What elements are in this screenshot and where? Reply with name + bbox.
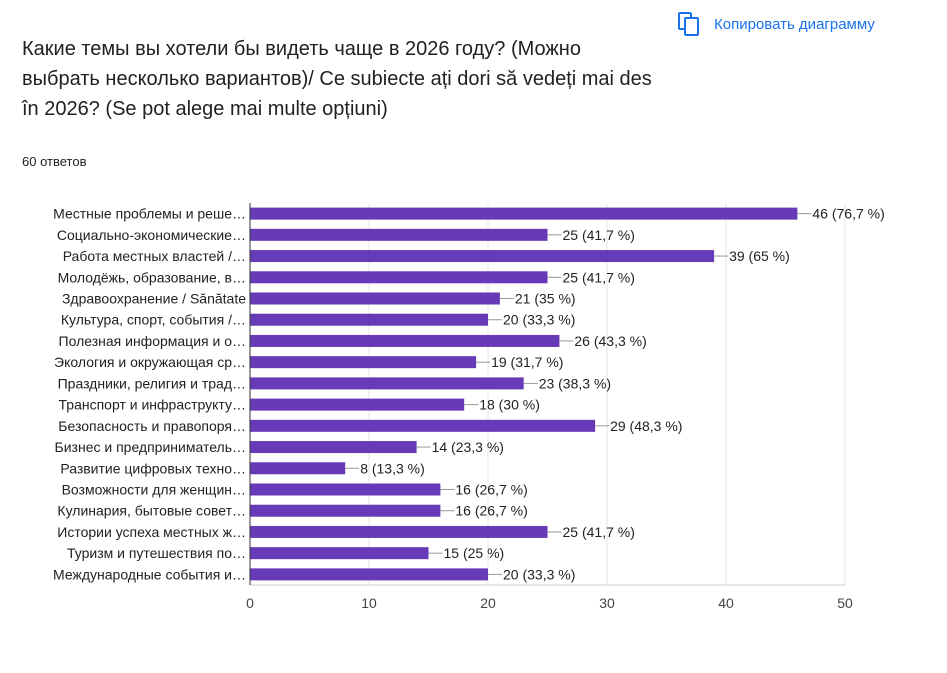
copy-chart-button[interactable]: Копировать диаграмму	[678, 12, 875, 36]
x-tick-label: 20	[480, 595, 496, 611]
data-label: 15 (25 %)	[444, 545, 505, 561]
data-label: 25 (41,7 %)	[563, 227, 635, 243]
data-label: 25 (41,7 %)	[563, 524, 635, 540]
category-label: Международные события и…	[53, 566, 246, 582]
x-tick-label: 30	[599, 595, 615, 611]
bar	[250, 419, 596, 432]
category-label: Местные проблемы и реше…	[53, 206, 246, 222]
data-label: 14 (23,3 %)	[432, 439, 504, 455]
category-label: Истории успеха местных ж…	[57, 524, 246, 540]
bar	[250, 483, 441, 496]
category-label: Культура, спорт, события /…	[61, 312, 246, 328]
data-label: 16 (26,7 %)	[455, 503, 527, 519]
copy-chart-label: Копировать диаграмму	[714, 15, 875, 33]
category-label: Транспорт и инфраструкту…	[59, 397, 246, 413]
category-label: Туризм и путешествия по…	[67, 545, 246, 561]
data-label: 39 (65 %)	[729, 248, 790, 264]
bar	[250, 271, 548, 284]
category-label: Праздники, религия и трад…	[58, 375, 246, 391]
category-label: Развитие цифровых техно…	[60, 460, 246, 476]
data-label: 18 (30 %)	[479, 397, 540, 413]
category-label: Молодёжь, образование, в…	[58, 269, 246, 285]
bar	[250, 462, 346, 475]
copy-icon	[678, 12, 699, 36]
category-label: Бизнес и предприниматель…	[55, 439, 246, 455]
question-title: Какие темы вы хотели бы видеть чаще в 20…	[22, 38, 652, 120]
category-label: Кулинария, бытовые совет…	[57, 503, 246, 519]
bar	[250, 250, 715, 263]
category-label: Социально-экономические…	[57, 227, 246, 243]
bar	[250, 334, 560, 347]
x-tick-label: 0	[246, 595, 254, 611]
data-label: 16 (26,7 %)	[455, 482, 527, 498]
data-label: 26 (43,3 %)	[574, 333, 646, 349]
category-label: Здравоохранение / Sănătate	[62, 291, 246, 307]
bar	[250, 398, 465, 411]
bar	[250, 504, 441, 517]
response-count: 60 ответов	[22, 154, 87, 169]
bar	[250, 525, 548, 538]
data-label: 19 (31,7 %)	[491, 354, 563, 370]
x-tick-label: 10	[361, 595, 377, 611]
data-label: 23 (38,3 %)	[539, 375, 611, 391]
bar	[250, 568, 488, 581]
data-label: 20 (33,3 %)	[503, 566, 575, 582]
bar	[250, 292, 500, 305]
bar	[250, 228, 548, 241]
bar	[250, 356, 477, 369]
bar	[250, 377, 524, 390]
data-label: 29 (48,3 %)	[610, 418, 682, 434]
category-label: Экология и окружающая ср…	[54, 354, 246, 370]
bar	[250, 547, 429, 560]
data-label: 21 (35 %)	[515, 291, 576, 307]
bar	[250, 313, 488, 326]
category-label: Полезная информация и о…	[59, 333, 246, 349]
category-label: Возможности для женщин…	[62, 482, 246, 498]
data-label: 25 (41,7 %)	[563, 269, 635, 285]
data-label: 46 (76,7 %)	[812, 206, 884, 222]
data-label: 8 (13,3 %)	[360, 460, 425, 476]
x-tick-label: 50	[837, 595, 853, 611]
data-label: 20 (33,3 %)	[503, 312, 575, 328]
x-tick-label: 40	[718, 595, 734, 611]
category-label: Работа местных властей /…	[63, 248, 246, 264]
category-label: Безопасность и правопоря…	[58, 418, 246, 434]
bar	[250, 207, 798, 220]
bar	[250, 441, 417, 454]
